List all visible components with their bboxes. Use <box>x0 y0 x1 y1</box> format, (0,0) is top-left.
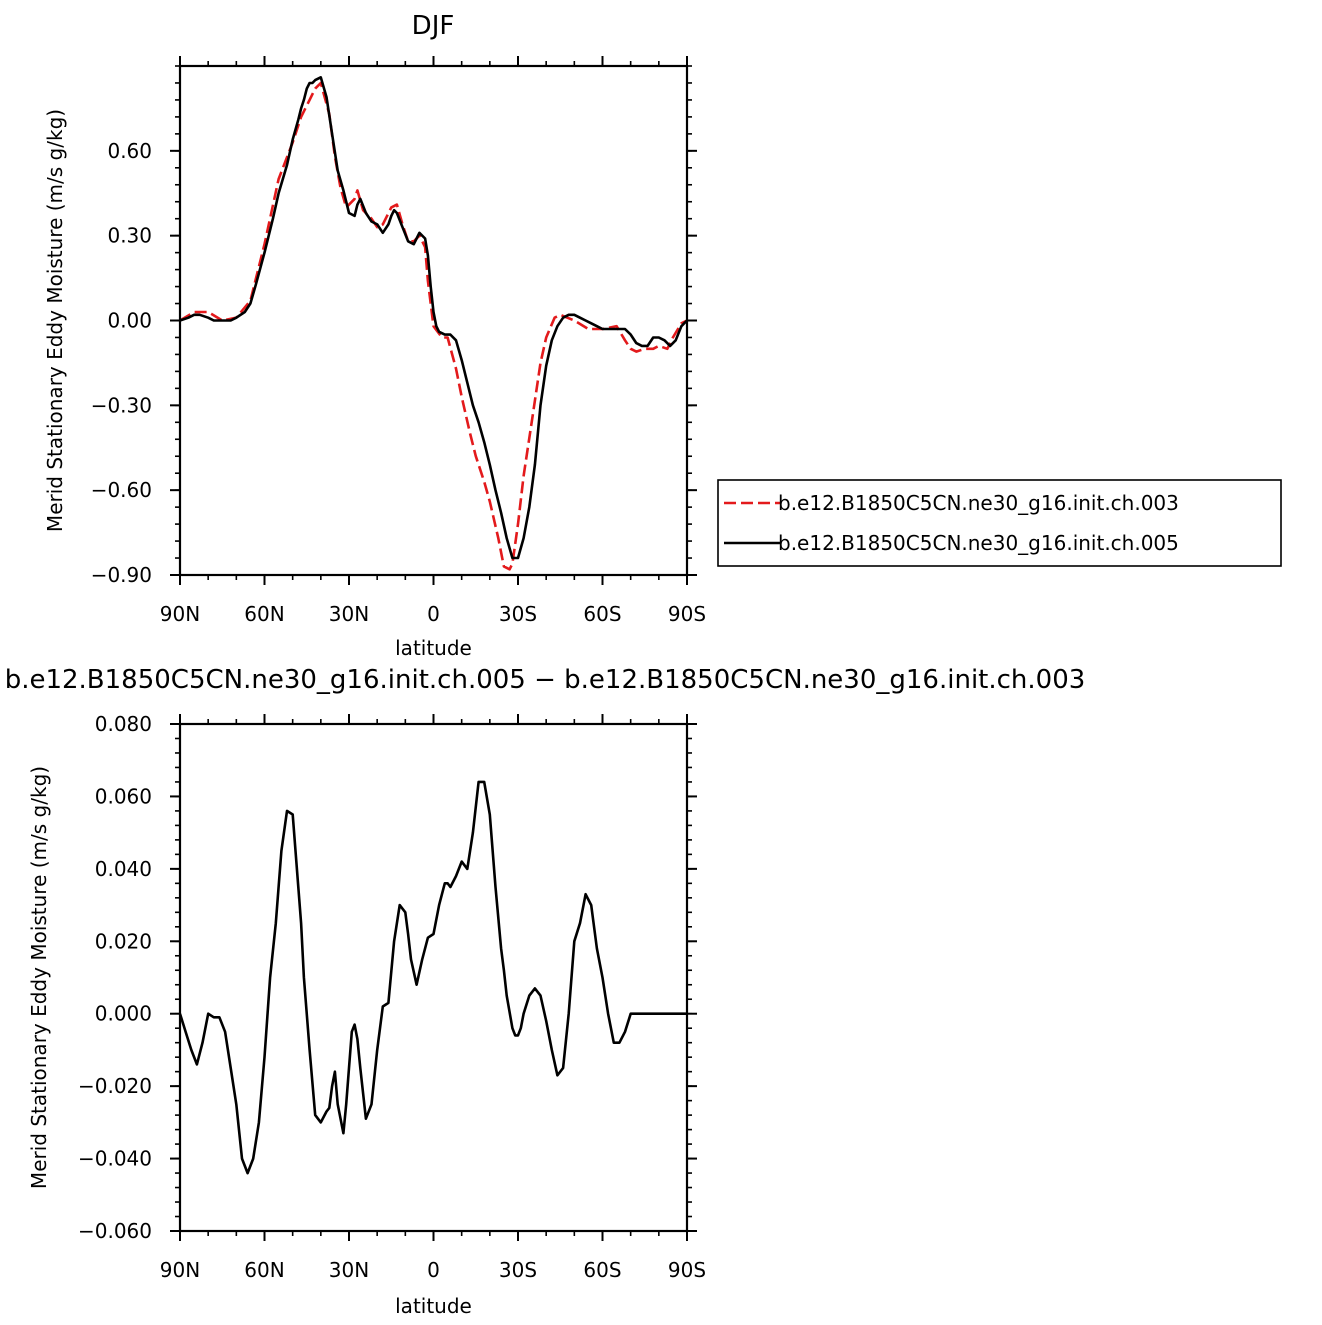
y-axis-label: Merid Stationary Eddy Moisture (m/s g/kg… <box>43 109 67 532</box>
x-tick-label: 90N <box>160 602 200 626</box>
x-tick-label: 60N <box>244 602 284 626</box>
x-tick-label: 0 <box>427 602 440 626</box>
plot-frame <box>178 64 689 577</box>
y-tick-label: −0.040 <box>78 1147 152 1171</box>
x-tick-label: 60N <box>244 1258 284 1282</box>
x-tick-label: 60S <box>583 602 621 626</box>
x-axis-label: latitude <box>395 636 472 660</box>
legend-label-2: b.e12.B1850C5CN.ne30_g16.init.ch.005 <box>778 531 1179 555</box>
x-tick-label: 60S <box>583 1258 621 1282</box>
x-tick-label: 30N <box>329 602 369 626</box>
chart-title: DJF <box>412 11 455 41</box>
plot-frame <box>178 722 689 1233</box>
y-tick-label: 0.040 <box>95 857 152 881</box>
y-tick-label: −0.30 <box>91 393 152 417</box>
legend-box <box>717 479 1282 567</box>
legend-label-1: b.e12.B1850C5CN.ne30_g16.init.ch.003 <box>778 491 1179 515</box>
x-tick-label: 30S <box>499 602 537 626</box>
legend: b.e12.B1850C5CN.ne30_g16.init.ch.003 b.e1… <box>717 479 1282 567</box>
y-tick-label: −0.060 <box>78 1219 152 1243</box>
series-line-2 <box>179 76 688 560</box>
series-line-1 <box>179 81 688 571</box>
series-line-1 <box>178 780 687 1175</box>
y-tick-label: 0.60 <box>107 139 152 163</box>
y-tick-label: −0.60 <box>91 478 152 502</box>
x-tick-label: 90S <box>668 1258 706 1282</box>
x-tick-label: 30N <box>329 1258 369 1282</box>
x-tick-label: 30S <box>499 1258 537 1282</box>
y-axis-label: Merid Stationary Eddy Moisture (m/s g/kg… <box>27 766 51 1189</box>
y-tick-label: −0.020 <box>78 1074 152 1098</box>
y-tick-label: 0.000 <box>95 1002 152 1026</box>
x-tick-label: 0 <box>427 1258 440 1282</box>
y-tick-label: 0.060 <box>95 784 152 808</box>
y-tick-label: 0.00 <box>107 309 152 333</box>
x-tick-label: 90S <box>668 602 706 626</box>
y-tick-label: 0.020 <box>95 929 152 953</box>
y-tick-label: 0.30 <box>107 224 152 248</box>
x-tick-label: 90N <box>160 1258 200 1282</box>
top-panel: 90N 60N 30N 0 30S 60S 90S −0.90 −0.60 −0.30 0.00 0.… <box>43 11 706 660</box>
y-tick-label: −0.90 <box>91 563 152 587</box>
x-axis-label: latitude <box>395 1294 472 1318</box>
bottom-panel: 90N 60N 30N 0 30S 60S 90S −0.060 −0.040 −0.020 0.0… <box>5 665 1086 1318</box>
chart-title: b.e12.B1850C5CN.ne30_g16.init.ch.005 − b… <box>5 665 1086 695</box>
y-tick-label: 0.080 <box>95 712 152 736</box>
